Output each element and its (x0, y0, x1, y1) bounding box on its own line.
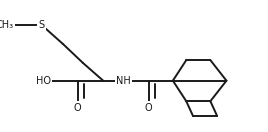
Text: CH₃: CH₃ (0, 20, 13, 30)
Text: NH: NH (116, 76, 131, 86)
Text: HO: HO (36, 76, 51, 86)
Text: S: S (39, 20, 44, 30)
Text: O: O (145, 103, 152, 113)
Text: O: O (74, 103, 81, 113)
